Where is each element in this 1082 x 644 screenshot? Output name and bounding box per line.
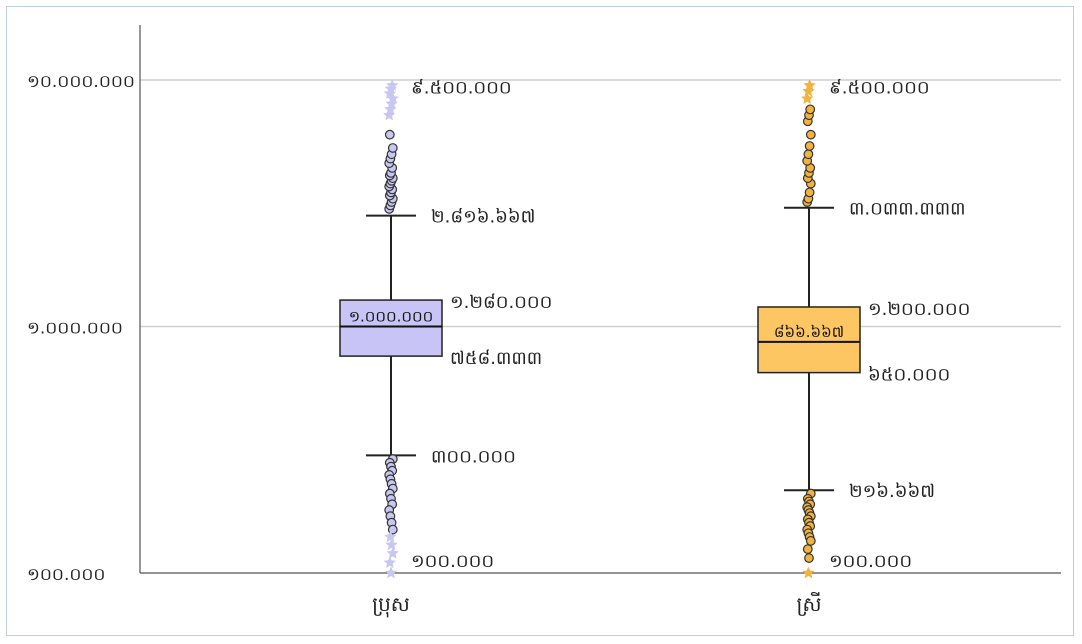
extreme-point (802, 566, 815, 579)
outlier-point (805, 104, 816, 115)
y-tick-label: ១.០០០.០០០ (27, 319, 123, 339)
label-q3: ១.២៨០.០០០ (450, 292, 552, 313)
label-max: ៩.៥០០.០០០ (411, 77, 512, 98)
label-q1: ៦៥០.០០០ (868, 365, 950, 386)
outlier-point (803, 149, 814, 160)
label-min: ១០០.០០០ (411, 551, 494, 572)
box (757, 306, 861, 374)
outlier-point (804, 553, 814, 563)
label-whisker-low: ៣០០.០០០ (431, 446, 516, 467)
y-tick-label: ១០.០០០.០០០ (27, 72, 135, 92)
outlier-point (805, 535, 816, 546)
extreme-point (383, 556, 397, 569)
extreme-point (800, 92, 814, 105)
label-min: ១០០.០០០ (829, 551, 912, 572)
extreme-point (384, 566, 398, 579)
extreme-point (385, 78, 399, 91)
x-category-label: ប្រុស (372, 592, 410, 618)
outlier-point (804, 187, 815, 198)
label-q3: ១.២០០.០០០ (868, 299, 970, 320)
label-median: ៨៦៦.៦៦៧ (774, 323, 844, 341)
label-whisker-high: ២.៨១៦.៦៦៧ (431, 207, 535, 228)
label-whisker-low: ២១៦.៦៦៧ (849, 481, 935, 502)
extreme-point (385, 538, 398, 551)
outlier-point (384, 129, 395, 140)
outlier-point (804, 141, 815, 151)
x-category-label: ស្រី (797, 591, 822, 616)
label-max: ៩.៥០០.០០០ (829, 77, 930, 98)
chart-frame: ១០.០០០.០០០១.០០០.០០០១០០.០០០ ៩.៥០០.០០០២.៨១៦… (6, 6, 1074, 636)
extreme-point (803, 78, 816, 91)
label-q1: ៧៥៨.៣៣៣ (450, 348, 542, 369)
outlier-point (802, 544, 813, 555)
outlier-point (387, 143, 398, 153)
extreme-point (386, 546, 400, 559)
box (339, 299, 443, 357)
outlier-point (805, 129, 816, 140)
extreme-point (384, 530, 397, 543)
y-tick-label: ១០០.០០០ (27, 565, 105, 585)
label-whisker-high: ៣.០៣៣.៣៣៣ (849, 199, 965, 220)
label-median: ១.០០០.០០០ (349, 308, 434, 326)
